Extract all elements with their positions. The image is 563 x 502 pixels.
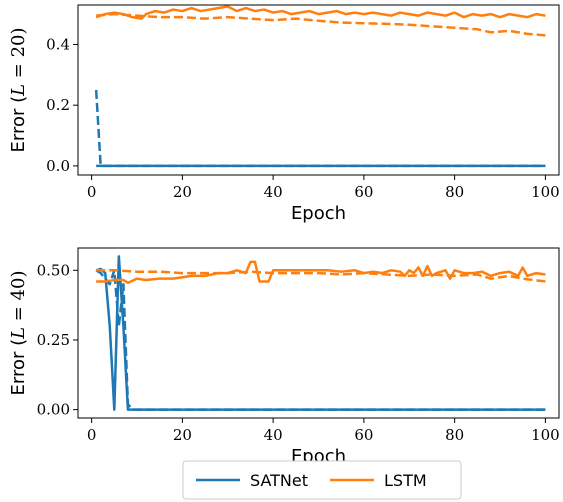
x-axis-label: Epoch [291, 203, 346, 224]
y-tick-label: 0.2 [46, 96, 70, 114]
y-tick-label: 0.50 [37, 261, 70, 279]
series-line-lstm-solid [95, 5, 546, 20]
y-axis-label: Error (L = 20) [8, 27, 29, 152]
x-tick-label: 40 [264, 183, 283, 201]
top-panel: 0 20 40 60 80 100 0.0 0.2 0.4 Epoch Error (L = 20) [8, 4, 560, 224]
x-tick-label: 0 [87, 426, 97, 444]
series-line-lstm-solid [96, 260, 546, 285]
x-tick-label: 20 [173, 183, 192, 201]
x-tick-label: 100 [531, 183, 560, 201]
y-axis-label: Error (L = 40) [8, 270, 29, 395]
x-tick-label: 60 [354, 426, 373, 444]
legend-frame [182, 460, 462, 500]
x-tick-label: 80 [445, 183, 464, 201]
x-tick-label: 40 [264, 426, 283, 444]
legend-label-lstm: LSTM [384, 471, 427, 490]
y-tick-label: 0.0 [46, 157, 70, 175]
x-tick-label: 100 [531, 426, 560, 444]
x-tick-label: 80 [445, 426, 464, 444]
y-tick-label: 0.25 [37, 331, 70, 349]
series-line-satnet-dashed [94, 89, 546, 168]
legend: SATNet LSTM [182, 460, 462, 500]
axes-frame [77, 247, 560, 419]
x-tick-label: 60 [354, 183, 373, 201]
series-line-satnet-dashed [95, 269, 546, 411]
y-tick-label: 0.4 [46, 35, 70, 53]
series-line-lstm-dashed [96, 12, 546, 37]
x-tick-label: 0 [87, 183, 97, 201]
legend-label-satnet: SATNet [250, 471, 308, 490]
axes-frame [77, 4, 560, 176]
y-tick-label: 0.00 [37, 401, 70, 419]
series-group [95, 255, 546, 411]
series-group [94, 5, 546, 168]
x-tick-label: 20 [173, 426, 192, 444]
